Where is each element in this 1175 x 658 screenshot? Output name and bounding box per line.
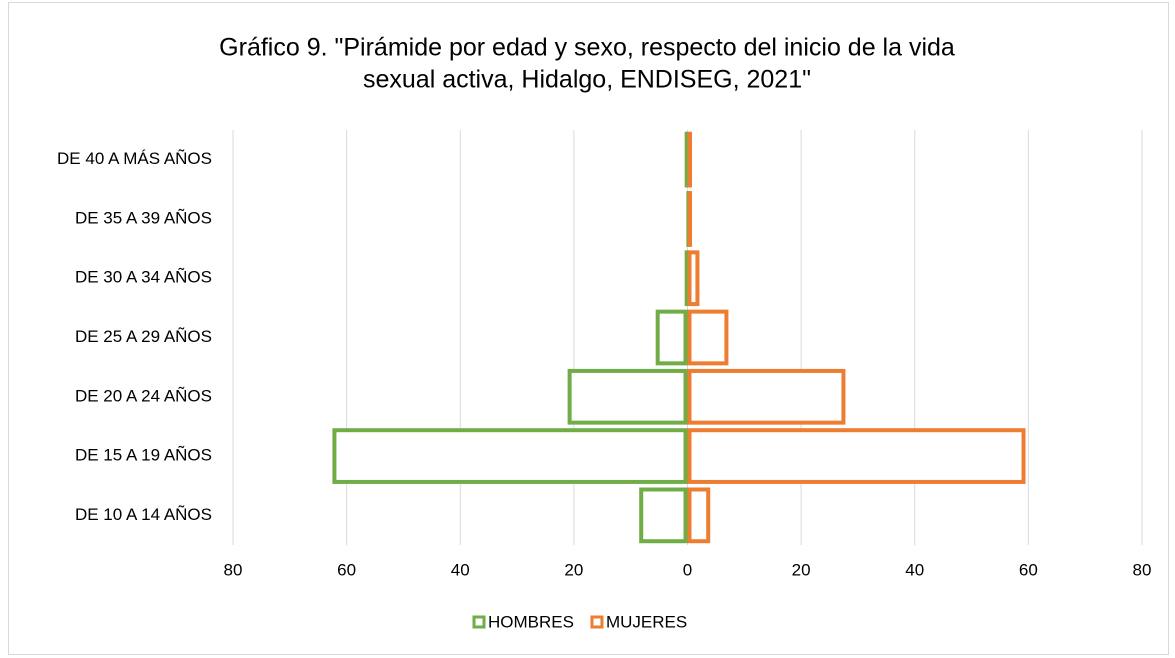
bar — [332, 428, 688, 484]
bar — [687, 368, 846, 425]
bar — [684, 131, 690, 188]
x-tick-label: 40 — [451, 560, 470, 579]
bar — [687, 131, 692, 188]
legend-swatch — [472, 615, 486, 629]
bar — [687, 487, 711, 544]
y-tick-label: DE 40 A MÁS AÑOS — [57, 149, 212, 168]
legend-label: MUJERES — [606, 612, 687, 631]
bar — [655, 309, 688, 366]
bar — [684, 250, 690, 307]
bar — [687, 428, 1026, 484]
x-tick-label: 20 — [564, 560, 583, 579]
bar — [687, 191, 692, 247]
bar — [639, 487, 688, 544]
y-tick-label: DE 25 A 29 AÑOS — [75, 327, 212, 346]
y-tick-label: DE 10 A 14 AÑOS — [75, 505, 212, 524]
x-tick-label: 40 — [905, 560, 924, 579]
x-tick-label: 20 — [792, 560, 811, 579]
y-tick-label: DE 30 A 34 AÑOS — [75, 268, 212, 287]
bar — [687, 250, 700, 307]
bar — [567, 368, 688, 425]
y-tick-label: DE 15 A 19 AÑOS — [75, 446, 212, 465]
y-tick-label: DE 20 A 24 AÑOS — [75, 386, 212, 405]
chart-border — [8, 2, 1169, 655]
x-tick-label: 0 — [683, 560, 692, 579]
x-tick-label: 60 — [337, 560, 356, 579]
x-tick-label: 60 — [1019, 560, 1038, 579]
x-tick-label: 80 — [1133, 560, 1152, 579]
chart-title: Gráfico 9. "Pirámide por edad y sexo, re… — [219, 34, 955, 62]
x-tick-label: 80 — [224, 560, 243, 579]
legend-label: HOMBRES — [488, 612, 574, 631]
y-tick-label: DE 35 A 39 AÑOS — [75, 208, 212, 227]
bar — [687, 309, 729, 366]
legend-swatch — [590, 615, 604, 629]
chart-title: sexual activa, Hidalgo, ENDISEG, 2021" — [363, 66, 811, 94]
